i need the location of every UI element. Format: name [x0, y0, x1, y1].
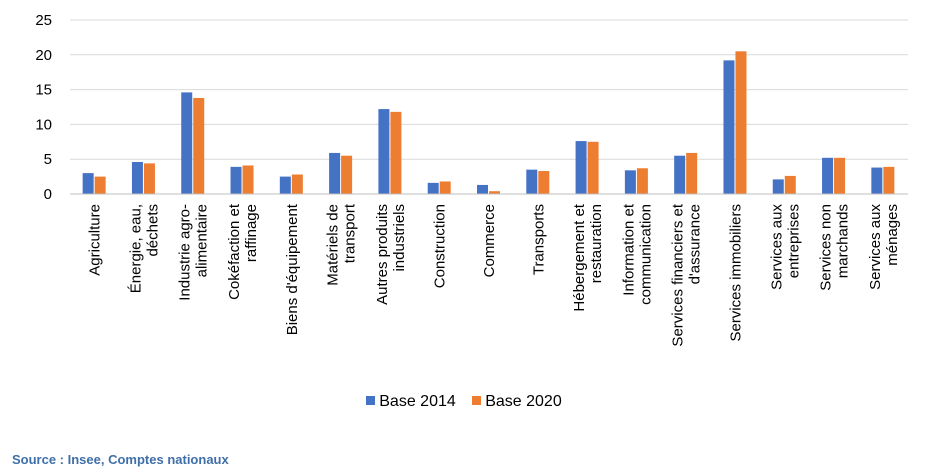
x-tick-label: Matériels de: [325, 204, 342, 286]
bar: [489, 191, 500, 194]
x-tick-label: restauration: [588, 204, 605, 283]
y-tick-label: 20: [35, 47, 52, 64]
bar: [538, 171, 550, 194]
x-tick-label: Industrie agro-: [177, 204, 194, 301]
bar: [526, 169, 538, 194]
bar: [636, 168, 648, 194]
x-tick-label: Construction: [432, 204, 449, 288]
x-tick-label: raffinage: [243, 204, 260, 262]
y-tick-label: 15: [35, 82, 52, 99]
bar: [871, 167, 883, 194]
y-tick-label: 25: [35, 12, 52, 29]
x-tick-label: Services financiers et: [670, 203, 687, 346]
x-tick-label: Cokéfaction et: [226, 203, 243, 300]
x-tick-label: Agriculture: [87, 204, 104, 276]
bar: [772, 179, 784, 194]
bar: [439, 181, 451, 194]
x-tick-label: Transports: [530, 204, 547, 275]
bar: [143, 163, 155, 194]
source-note: Source : Insee, Comptes nationaux: [12, 452, 229, 467]
x-tick-label: alimentaire: [194, 204, 211, 277]
bar: [341, 155, 353, 194]
bar: [834, 157, 846, 194]
bar: [784, 175, 796, 194]
x-tick-label: Autres produits: [374, 204, 391, 305]
x-tick-label: communication: [637, 204, 654, 305]
legend-label-base-2014: Base 2014: [379, 393, 456, 410]
bar: [193, 97, 205, 194]
bar: [131, 161, 143, 194]
bar: [883, 166, 895, 194]
x-tick-label: déchets: [144, 204, 161, 257]
bar: [686, 152, 698, 194]
bar: [735, 51, 747, 194]
x-tick-label: marchands: [835, 204, 852, 278]
x-tick-label: Information et: [620, 203, 637, 296]
x-tick-label: Services aux: [768, 204, 785, 290]
x-tick-label: industriels: [391, 204, 408, 272]
x-tick-label: d'assurance: [687, 204, 704, 284]
legend-label-base-2020: Base 2020: [485, 393, 562, 410]
x-tick-label: Services immobiliers: [727, 204, 744, 342]
bar: [587, 141, 599, 194]
bar: [242, 165, 254, 194]
bar: [822, 157, 834, 194]
bar-chart: 0 5 10 15 20 25 Agriculture Énergie, eau, déchet…: [35, 12, 908, 347]
bar: [477, 184, 488, 194]
bar: [427, 182, 439, 194]
x-tick-label: Hébergement et: [571, 203, 588, 311]
bar: [624, 170, 636, 194]
x-tick-label: transport: [342, 203, 359, 263]
x-tick-label: Commerce: [481, 204, 498, 277]
x-tick-label: Énergie, eau,: [127, 204, 144, 293]
bar: [181, 92, 193, 194]
legend: Base 2014 Base 2020: [0, 393, 928, 411]
x-tick-label: Services aux: [867, 204, 884, 290]
x-tick-label: Biens d'équipement: [284, 203, 301, 335]
bar: [291, 174, 303, 194]
bar: [723, 60, 735, 195]
legend-swatch-base-2020: [472, 396, 482, 405]
y-tick-label: 10: [35, 116, 52, 133]
bar: [82, 173, 94, 194]
bar: [279, 176, 291, 194]
y-tick-label: 5: [44, 151, 52, 168]
legend-item-base-2020: Base 2020: [472, 393, 562, 411]
legend-swatch-base-2014: [366, 396, 376, 405]
bar: [575, 141, 587, 194]
x-tick-label: entreprises: [785, 204, 802, 278]
bar: [230, 166, 242, 194]
y-tick-label: 0: [44, 186, 52, 203]
bar: [94, 176, 106, 194]
x-tick-label: Services non: [818, 204, 835, 291]
bar: [390, 111, 402, 194]
bar: [329, 152, 341, 194]
x-tick-label: ménages: [884, 204, 901, 266]
legend-item-base-2014: Base 2014: [366, 393, 456, 411]
bar: [674, 155, 686, 194]
bar: [378, 109, 390, 194]
